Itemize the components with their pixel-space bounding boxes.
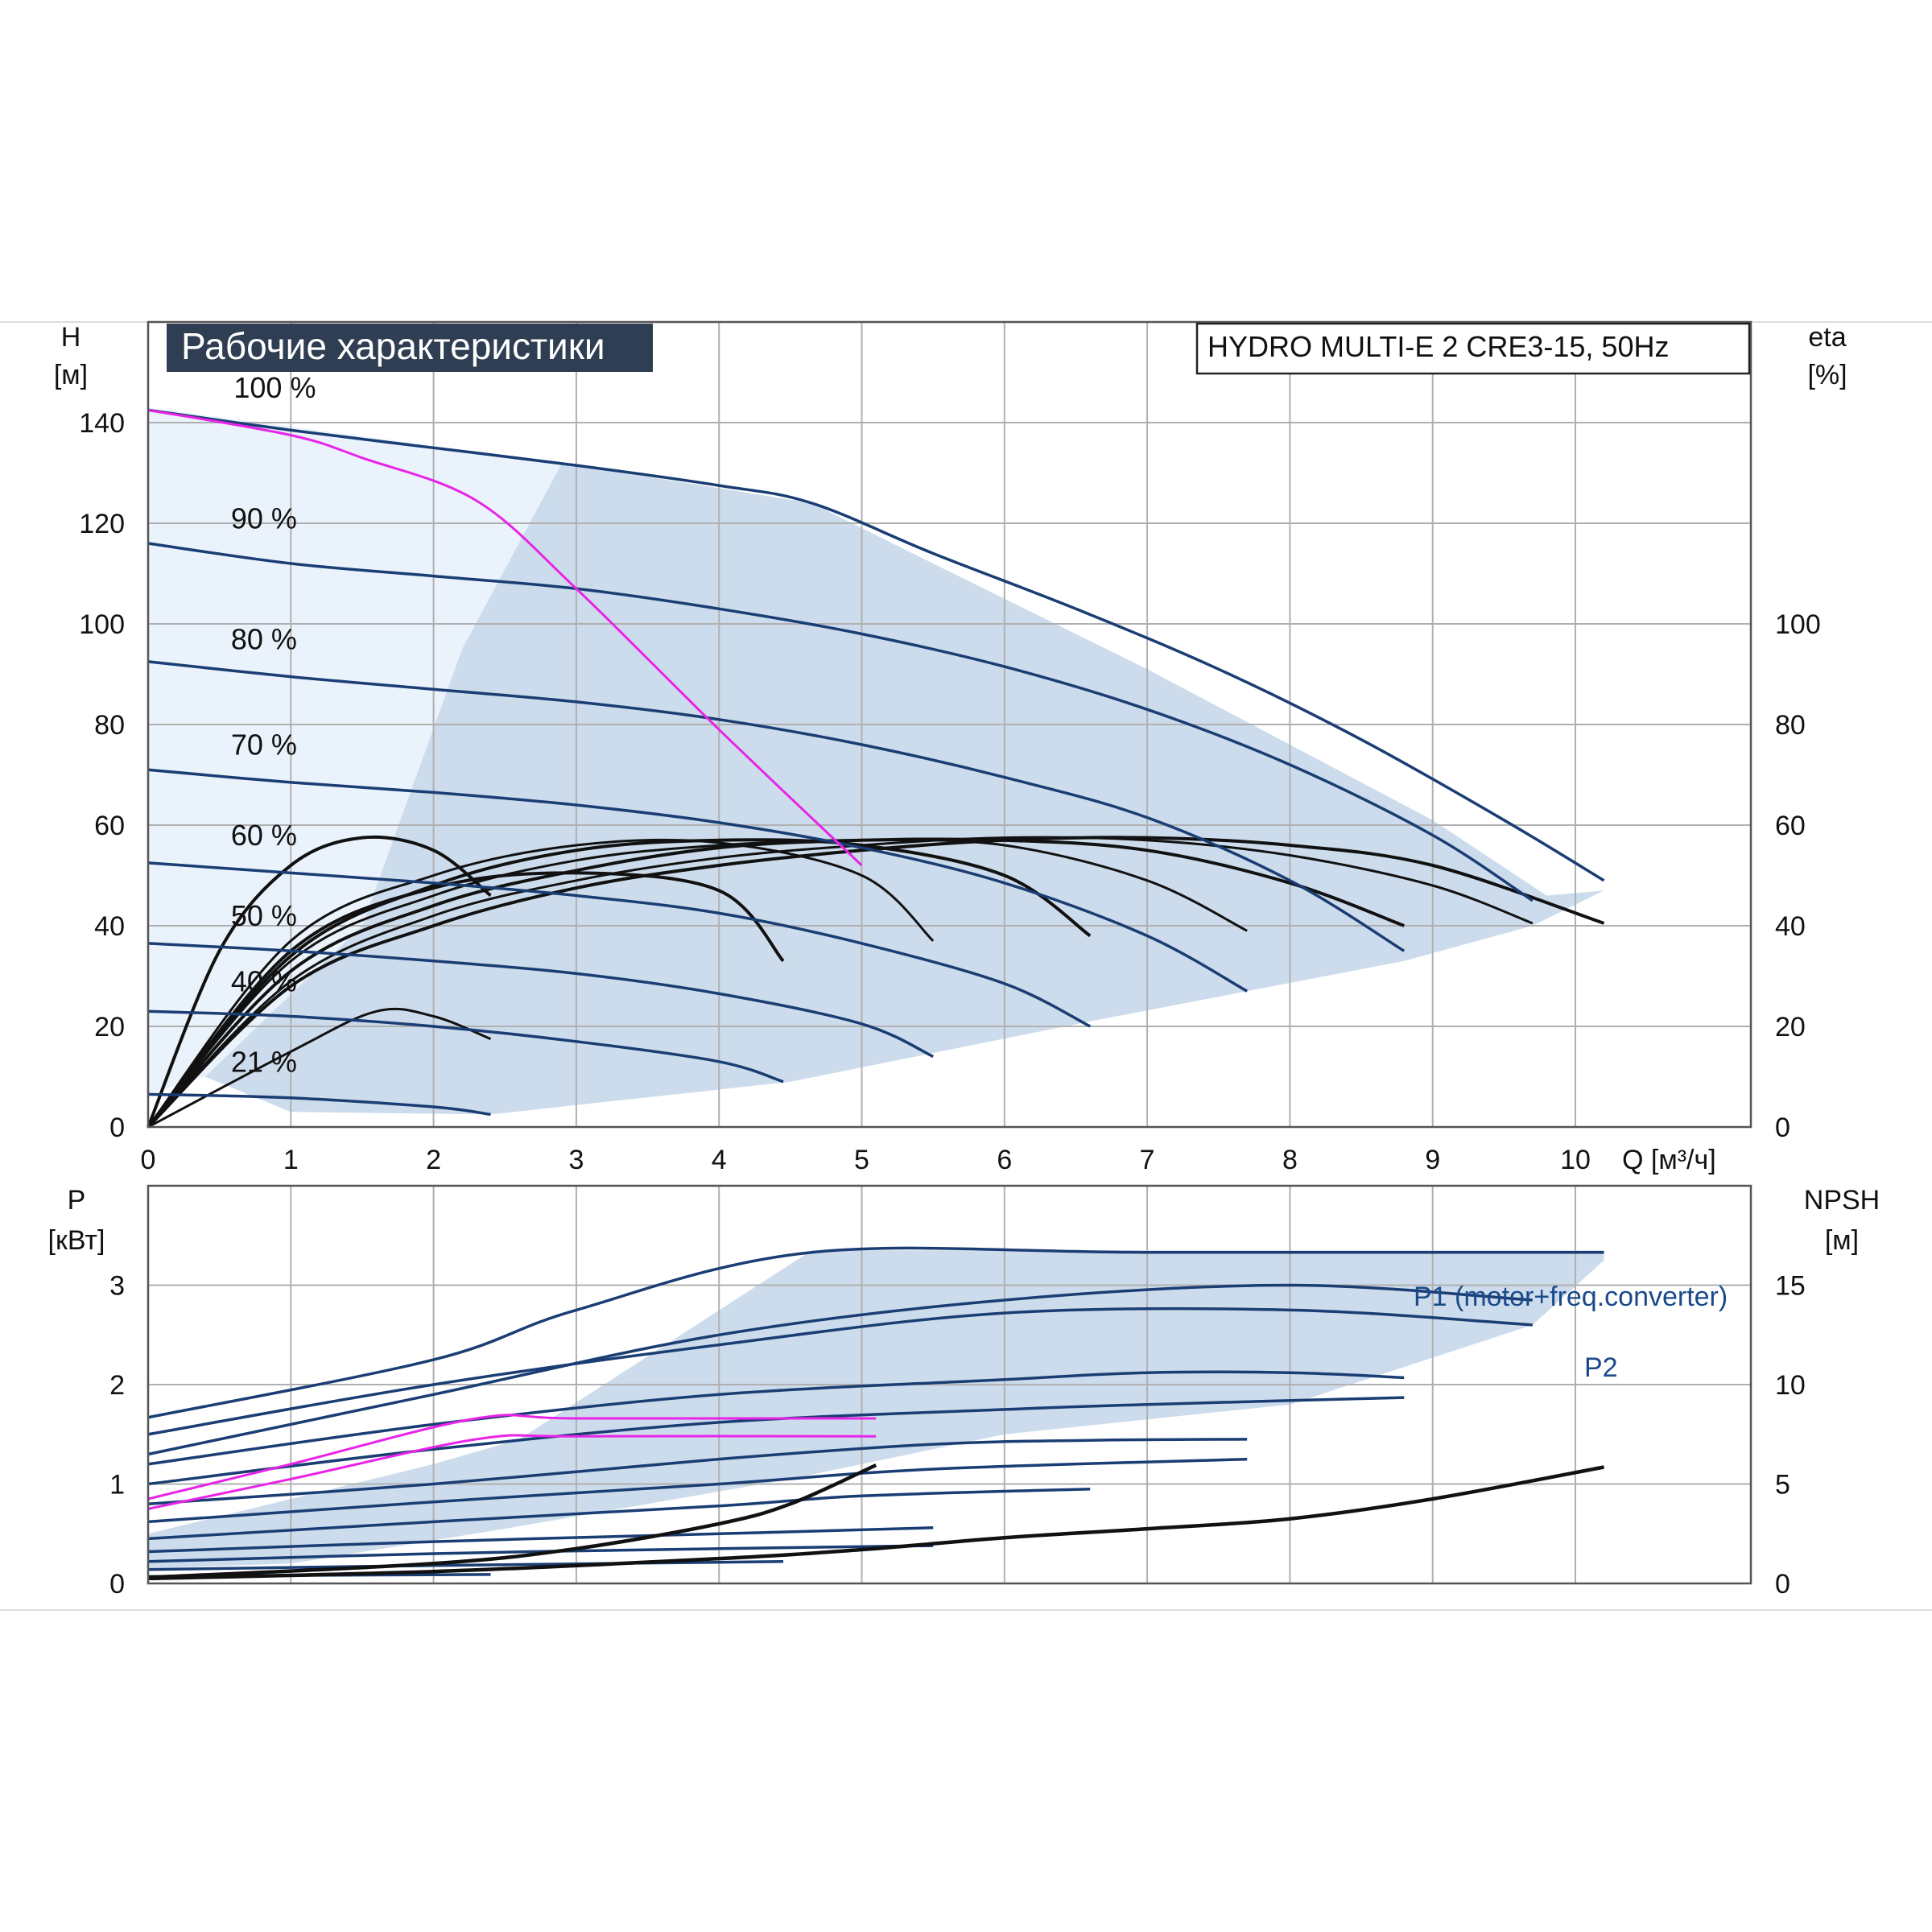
y-tick-label: 120 (79, 509, 125, 539)
efficiency-curve (147, 1007, 492, 1129)
power-curve (147, 1438, 1248, 1505)
y-axis-label-h: H (61, 322, 81, 353)
efficiency-curve (147, 838, 935, 1128)
speed-percent-label: 70 % (231, 729, 297, 762)
duty-power-curve (147, 1434, 877, 1510)
power-curve (147, 1526, 934, 1554)
power-curve (147, 1307, 1533, 1436)
x-tick-label: 6 (997, 1145, 1012, 1175)
efficiency-curve (147, 836, 1605, 1129)
y2-axis-unit-npsh: [м] (1825, 1225, 1859, 1256)
y2-tick-label: 20 (1775, 1012, 1806, 1042)
y-tick-label: 20 (94, 1012, 125, 1042)
x-tick-label: 8 (1282, 1145, 1298, 1175)
x-tick-label: 3 (568, 1145, 584, 1175)
y-tick-label-power: 3 (109, 1271, 125, 1302)
power-plot-frame (147, 1184, 1752, 1585)
chart-title: Рабочие характеристики (181, 325, 605, 367)
y-axis-label-p: P (68, 1185, 86, 1216)
x-tick-label: 10 (1560, 1145, 1591, 1175)
head-plot-frame (147, 320, 1752, 1129)
chart-title-box (167, 324, 653, 372)
power-curve (147, 1487, 1091, 1541)
model-label: HYDRO MULTI-E 2 CRE3-15, 50Hz (1208, 330, 1669, 363)
x-tick-label: 0 (141, 1145, 156, 1175)
head-curve (147, 861, 1091, 1028)
efficiency-curve (147, 836, 1534, 1129)
duty-power-curve (147, 1414, 877, 1501)
y-tick-label-power: 2 (109, 1370, 125, 1401)
y-tick-label-power: 1 (109, 1470, 125, 1501)
head-curve (147, 408, 1605, 882)
y2-tick-label: 100 (1775, 609, 1821, 640)
power-curve (147, 1246, 1604, 1419)
y2-tick-label-npsh: 15 (1775, 1271, 1806, 1302)
y2-tick-label-npsh: 0 (1775, 1569, 1790, 1600)
speed-percent-label: 60 % (231, 819, 297, 852)
y-tick-label: 0 (109, 1113, 125, 1143)
power-npsh-panel: 0 1 2 3 0 5 10 15 P [кВт] NPSH [м] P1 (motor+fr… (48, 1184, 1880, 1600)
model-box (1195, 322, 1751, 375)
speed-percent-label: 21 % (231, 1045, 297, 1078)
y-tick-label: 80 (94, 710, 125, 741)
p2-curve-label: P2 (1584, 1352, 1618, 1383)
head-curve (147, 768, 1249, 993)
operating-area-light (148, 407, 563, 1113)
power-curve (147, 1283, 1533, 1456)
power-curve (147, 1396, 1405, 1486)
x-tick-label: 4 (712, 1145, 727, 1175)
efficiency-curve (147, 837, 1405, 1129)
y2-axis-unit-eta: [%] (1807, 360, 1847, 390)
x-tick-label: 2 (426, 1145, 441, 1175)
x-tick-label: 7 (1140, 1145, 1155, 1175)
y-tick-label: 60 (94, 811, 125, 841)
efficiency-curve (147, 838, 1092, 1129)
y2-tick-label-npsh: 10 (1775, 1370, 1806, 1401)
y-tick-label-power: 0 (109, 1569, 125, 1600)
speed-percent-label: 50 % (231, 899, 297, 932)
y2-tick-label: 40 (1775, 911, 1806, 942)
y2-tick-label: 60 (1775, 811, 1806, 841)
speed-percent-label: 40 % (231, 964, 297, 997)
head-efficiency-panel: 0 1 2 3 4 5 6 7 8 9 100204060801001201400204060801… (54, 320, 1847, 1175)
y2-tick-label: 0 (1775, 1113, 1790, 1143)
efficiency-curve (147, 871, 785, 1129)
y2-axis-label-eta: eta (1808, 322, 1846, 353)
head-curve (147, 942, 934, 1059)
y-axis-unit-p: [кВт] (48, 1225, 105, 1256)
speed-percent-label: 100 % (233, 371, 316, 404)
y2-tick-label: 80 (1775, 710, 1806, 741)
speed-percent-label: 90 % (231, 502, 297, 535)
x-tick-label: 9 (1425, 1145, 1440, 1175)
speed-percent-label: 80 % (231, 622, 297, 655)
efficiency-curve (147, 839, 1248, 1128)
y2-tick-label-npsh: 5 (1775, 1470, 1790, 1501)
duty-head-curve (147, 408, 863, 867)
power-curve (147, 1370, 1405, 1466)
y-axis-unit-h: [м] (54, 360, 88, 390)
y-tick-label: 40 (94, 911, 125, 942)
y-tick-label: 140 (79, 408, 125, 439)
y-tick-label: 100 (79, 609, 125, 640)
x-tick-label: 1 (283, 1145, 299, 1175)
head-curve (147, 1092, 491, 1117)
y2-axis-label-npsh: NPSH (1804, 1185, 1880, 1216)
head-curve (147, 542, 1534, 902)
power-operating-area (148, 1250, 1604, 1569)
p1-curve-label: P1 (motor+freq.converter) (1414, 1282, 1728, 1312)
npsh-curve (147, 1463, 877, 1579)
head-curve (147, 1009, 784, 1084)
power-curve (147, 1457, 1248, 1524)
operating-area (204, 463, 1604, 1115)
x-axis-label-q: Q [м³/ч] (1622, 1145, 1716, 1175)
power-curve (147, 1560, 784, 1571)
head-curve (147, 660, 1406, 952)
x-tick-label: 5 (854, 1145, 869, 1175)
npsh-curve (147, 1465, 1604, 1581)
